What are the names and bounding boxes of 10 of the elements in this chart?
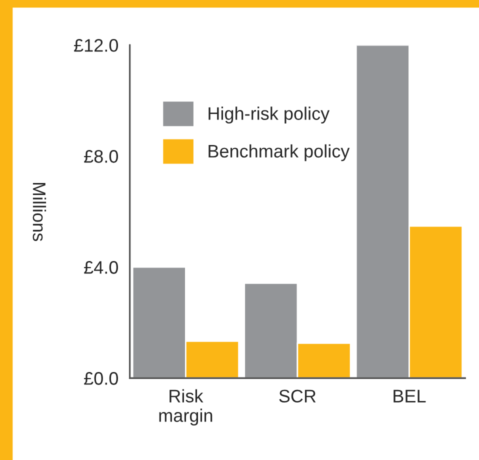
- legend-label: Benchmark policy: [208, 144, 350, 162]
- y-tick-label: £4.0: [84, 261, 118, 274]
- y-tick-label: £8.0: [84, 150, 118, 163]
- y-axis-title: Millions: [32, 182, 46, 242]
- y-tick-label: £12.0: [74, 39, 118, 52]
- x-tick-label: SCR: [279, 390, 316, 402]
- y-tick-label: £0.0: [84, 372, 118, 385]
- legend-label: High-risk policy: [208, 106, 330, 124]
- x-tick-label: BEL: [394, 390, 426, 402]
- x-tick-label: Risk margin: [159, 389, 212, 426]
